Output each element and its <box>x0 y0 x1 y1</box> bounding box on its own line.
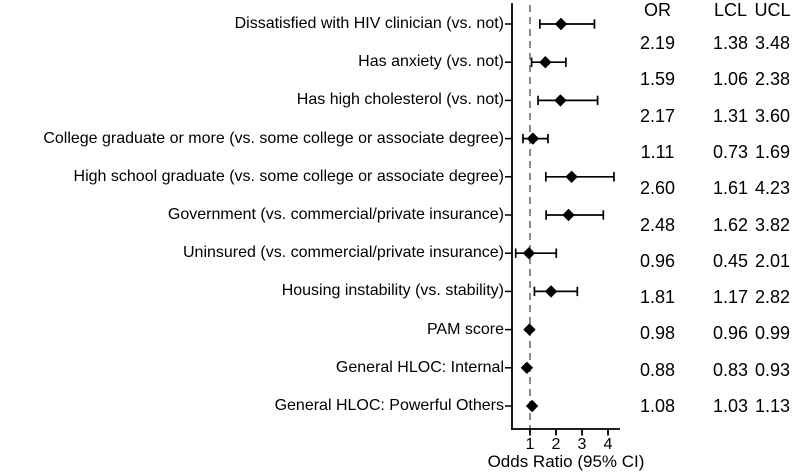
lcl-value: 0.73 <box>712 141 749 162</box>
ucl-value: 1.69 <box>754 141 791 162</box>
ucl-value: 3.48 <box>754 33 791 53</box>
or-value: 1.11 <box>640 141 675 162</box>
x-tick-label: 1 <box>526 436 535 453</box>
or-marker <box>565 170 578 183</box>
row-label: College graduate or more (vs. some colle… <box>43 129 504 147</box>
row-label: Government (vs. commercial/private insur… <box>167 206 504 223</box>
or-marker <box>522 247 536 260</box>
ucl-value: 2.38 <box>754 69 791 90</box>
lcl-value: 0.83 <box>712 359 749 380</box>
column-header-or: OR <box>644 0 671 20</box>
ucl-value: 0.99 <box>754 323 791 344</box>
lcl-value: 1.61 <box>712 178 749 199</box>
or-marker <box>562 208 575 222</box>
or-marker <box>554 17 568 31</box>
row-label: General HLOC: Powerful Others <box>274 397 504 414</box>
ucl-value: 3.60 <box>754 105 791 126</box>
ucl-value: 2.01 <box>754 250 791 271</box>
row-label: Dissatisfied with HIV clinician (vs. not… <box>234 15 504 32</box>
or-marker <box>520 361 534 374</box>
lcl-value: 1.62 <box>712 214 749 235</box>
or-value: 2.17 <box>639 105 676 126</box>
or-value: 0.88 <box>639 359 676 380</box>
or-value: 2.60 <box>639 178 676 199</box>
row-label: General HLOC: Internal <box>335 358 504 376</box>
row-label: Uninsured (vs. commercial/private insura… <box>183 244 504 262</box>
column-header-ucl: UCL <box>754 0 791 20</box>
or-value: 0.98 <box>639 323 676 344</box>
ucl-value: 1.13 <box>754 396 791 416</box>
or-value: 2.19 <box>639 33 676 53</box>
lcl-value: 0.45 <box>712 250 749 271</box>
or-value: 1.81 <box>639 287 676 308</box>
row-label: Has anxiety (vs. not) <box>358 53 504 71</box>
lcl-value: 1.17 <box>712 287 749 308</box>
x-tick-label: 4 <box>604 436 613 453</box>
or-marker <box>554 94 567 107</box>
lcl-value: 0.96 <box>712 323 749 344</box>
or-marker <box>523 323 536 336</box>
ucl-value: 2.82 <box>754 287 791 308</box>
lcl-value: 1.38 <box>712 33 749 53</box>
or-marker <box>525 399 539 413</box>
or-marker <box>544 285 558 298</box>
lcl-value: 1.31 <box>712 105 749 126</box>
or-marker <box>526 132 540 145</box>
or-value: 1.59 <box>639 69 676 90</box>
or-value: 1.08 <box>639 396 676 416</box>
x-tick-label: 2 <box>552 436 561 453</box>
ucl-value: 3.82 <box>754 214 791 235</box>
or-marker <box>539 56 552 69</box>
column-header-lcl: LCL <box>713 0 748 20</box>
lcl-value: 1.06 <box>712 69 749 90</box>
row-label: High school graduate (vs. some college o… <box>73 167 504 185</box>
ucl-value: 4.23 <box>754 178 791 199</box>
row-label: Housing instability (vs. stability) <box>281 282 504 300</box>
lcl-value: 1.03 <box>712 396 749 416</box>
row-label: Has high cholesterol (vs. not) <box>296 91 504 109</box>
or-value: 2.48 <box>639 214 676 235</box>
x-tick-label: 3 <box>578 436 587 453</box>
x-axis-title: Odds Ratio (95% CI) <box>487 452 645 471</box>
row-label: PAM score <box>426 320 504 338</box>
or-value: 0.96 <box>639 250 676 271</box>
ucl-value: 0.93 <box>754 359 791 380</box>
